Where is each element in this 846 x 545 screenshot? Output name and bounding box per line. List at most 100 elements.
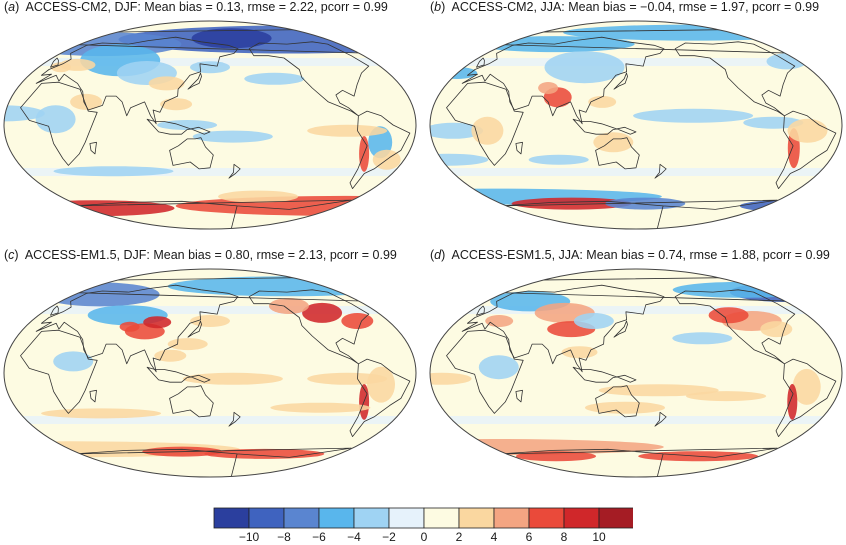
coastline-japan — [613, 72, 628, 90]
map-frame — [3, 20, 417, 230]
panel-tag-a: a — [8, 0, 16, 14]
anomaly-patch — [307, 372, 388, 385]
colorbar-swatches — [213, 507, 633, 529]
panel-d: (d) ACCESS-ESM1.5, JJA: Mean bias = 0.74… — [426, 248, 846, 488]
colorbar-swatch — [388, 507, 425, 529]
panel-title-text-d: ACCESS-ESM1.5, JJA: Mean bias = 0.74, rm… — [451, 248, 830, 262]
anomaly-patch — [430, 372, 472, 385]
coastline-madagascar — [515, 389, 523, 403]
map-band — [430, 416, 842, 424]
coastline-indonesia — [146, 366, 211, 383]
panel-title-d: (d) ACCESS-ESM1.5, JJA: Mean bias = 0.74… — [430, 248, 830, 262]
anomaly-patch — [35, 105, 76, 134]
map-field — [430, 269, 842, 477]
anomaly-patch — [478, 355, 519, 380]
colorbar-tick-label: 6 — [526, 530, 533, 543]
coastline-samerica — [775, 358, 837, 438]
coastline-antarctica — [73, 447, 352, 477]
anomaly-patch — [190, 61, 230, 74]
panel-title-c: (c) ACCESS-EM1.5, DJF: Mean bias = 0.80,… — [4, 248, 397, 262]
anomaly-patch — [367, 366, 395, 403]
coastline-uk — [50, 305, 59, 316]
colorbar-swatch — [318, 507, 355, 529]
anomaly-patch — [143, 316, 172, 329]
colorbar-tick-label: −8 — [277, 530, 291, 543]
anomaly-patch — [528, 154, 589, 165]
panel-title-b: (b) ACCESS-CM2, JJA: Mean bias = −0.04, … — [430, 0, 820, 14]
anomaly-patch — [708, 307, 749, 324]
panel-title-text-b: ACCESS-CM2, JJA: Mean bias = −0.04, rmse… — [451, 0, 820, 14]
coastline-australia — [169, 385, 214, 418]
anomaly-patch — [544, 51, 625, 84]
colorbar-tick-label: 10 — [592, 530, 606, 543]
anomaly-patch — [14, 200, 175, 217]
anomaly-patch — [561, 346, 598, 359]
anomaly-patch — [244, 72, 305, 85]
coastline-samerica — [349, 358, 411, 438]
colorbar-swatch — [423, 507, 460, 529]
colorbar-tick-labels: −10 −8 −6 −4 −2 0 2 4 6 8 10 — [239, 530, 606, 543]
colorbar-tick-label: −4 — [347, 530, 361, 543]
colorbar-tick-label: −2 — [382, 530, 396, 543]
map-field — [430, 21, 842, 229]
anomaly-patch — [119, 321, 140, 332]
anomaly-patch — [686, 391, 767, 402]
coastline-antarctica — [499, 447, 778, 477]
colorbar-tick-label: 8 — [561, 530, 568, 543]
anomaly-patch — [430, 439, 664, 455]
coastline-madagascar — [89, 389, 97, 403]
anomaly-patch — [633, 108, 754, 123]
anomaly-patch — [167, 276, 408, 297]
map-band — [4, 306, 416, 314]
anomaly-patch — [593, 132, 634, 153]
panel-title-a: (a) ACCESS-CM2, DJF: Mean bias = 0.13, r… — [4, 0, 388, 14]
anomaly-patch — [538, 82, 559, 94]
coastline-africa — [20, 81, 98, 166]
anomaly-patch — [588, 95, 617, 108]
colorbar-tick-label: 2 — [456, 530, 463, 543]
colorbar: −10 −8 −6 −4 −2 0 2 4 6 8 10 — [213, 507, 633, 543]
coastline-uk — [50, 57, 59, 68]
map-frame — [429, 268, 843, 478]
anomaly-patch — [53, 166, 174, 177]
coastline-nz — [228, 411, 241, 427]
coastline-africa — [446, 329, 524, 414]
anomaly-patch — [154, 349, 187, 362]
coastline-nz — [654, 163, 667, 179]
anomaly-patch — [190, 315, 230, 327]
anomaly-patch — [672, 332, 733, 345]
colorbar-tick-label: −6 — [312, 530, 326, 543]
coastline-madagascar — [89, 141, 97, 155]
bias-map-a — [3, 20, 417, 230]
anomaly-patch — [167, 338, 208, 351]
panel-c: (c) ACCESS-EM1.5, DJF: Mean bias = 0.80,… — [0, 248, 420, 488]
anomaly-patch — [270, 402, 371, 413]
anomaly-patch — [573, 313, 614, 329]
anomaly-patch — [598, 384, 719, 397]
coastline-uk — [476, 305, 485, 316]
coastline-australia — [595, 385, 640, 418]
coastline-namerica — [674, 41, 796, 117]
coastline-samerica — [349, 110, 411, 190]
anomaly-patch — [302, 302, 343, 323]
anomaly-patch — [191, 28, 272, 49]
bias-map-b — [429, 20, 843, 230]
anomaly-patch — [307, 124, 388, 137]
colorbar-tick-label: 4 — [491, 530, 498, 543]
colorbar-tick-label: −10 — [239, 530, 260, 543]
anomaly-patch — [41, 408, 162, 419]
anomaly-patch — [53, 351, 94, 372]
anomaly-patch — [743, 116, 804, 129]
coastline-uk — [476, 57, 485, 68]
colorbar-swatch — [353, 507, 390, 529]
coastline-indonesia — [572, 118, 637, 135]
coastline-samerica — [775, 110, 837, 190]
bias-map-d — [429, 268, 843, 478]
coastline-japan — [613, 320, 628, 338]
coastline-namerica — [248, 41, 370, 117]
anomaly-patch — [50, 62, 71, 73]
panel-title-text-c: ACCESS-EM1.5, DJF: Mean bias = 0.80, rms… — [24, 248, 397, 262]
coastline-japan — [187, 72, 202, 90]
anomaly-patch — [516, 451, 596, 462]
panel-a: (a) ACCESS-CM2, DJF: Mean bias = 0.13, r… — [0, 0, 420, 240]
